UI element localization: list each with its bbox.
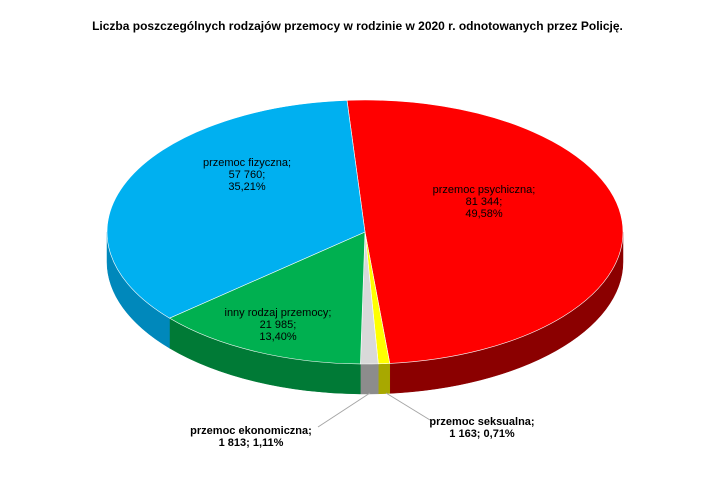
data-label-seksualna: przemoc seksualna; 1 163; 0,71%	[429, 416, 534, 440]
data-label-inny-line: 13,40%	[259, 331, 297, 343]
pie-side-przemoc-ekonomiczna	[360, 363, 379, 395]
data-label-ekonomiczna: przemoc ekonomiczna; 1 813; 1,11%	[190, 425, 312, 449]
data-label-psychiczna-line: 49,58%	[465, 208, 503, 220]
leader-line-ekonomiczna	[317, 392, 371, 428]
data-label-ekonomiczna-line: przemoc ekonomiczna;	[190, 425, 312, 437]
data-label-seksualna-line: przemoc seksualna;	[429, 416, 534, 428]
data-label-fizyczna-line: 57 760;	[229, 169, 266, 181]
pie-slice-przemoc-psychiczna	[346, 99, 624, 364]
pie-side-przemoc-seksualna	[378, 363, 391, 395]
data-label-fizyczna: przemoc fizyczna; 57 760; 35,21%	[203, 157, 291, 193]
data-label-inny-line: 21 985;	[260, 319, 297, 331]
data-label-psychiczna-line: 81 344;	[466, 196, 503, 208]
leader-line-seksualna	[385, 392, 431, 421]
data-label-psychiczna-line: przemoc psychiczna;	[433, 184, 536, 196]
data-label-inny: inny rodzaj przemocy; 21 985; 13,40%	[225, 307, 332, 343]
chart-title: Liczba poszczególnych rodzajów przemocy …	[92, 19, 623, 33]
data-label-psychiczna: przemoc psychiczna; 81 344; 49,58%	[433, 184, 536, 220]
data-label-seksualna-line: 1 163; 0,71%	[449, 428, 515, 440]
data-label-ekonomiczna-line: 1 813; 1,11%	[219, 437, 284, 449]
data-label-inny-line: inny rodzaj przemocy;	[225, 307, 332, 319]
data-label-fizyczna-line: 35,21%	[228, 181, 266, 193]
pie-top-group	[106, 99, 624, 365]
pie-slice-inny-rodzaj-przemocy	[168, 231, 366, 365]
pie-slice-przemoc-fizyczna	[106, 100, 366, 319]
data-label-fizyczna-line: przemoc fizyczna;	[203, 157, 291, 169]
